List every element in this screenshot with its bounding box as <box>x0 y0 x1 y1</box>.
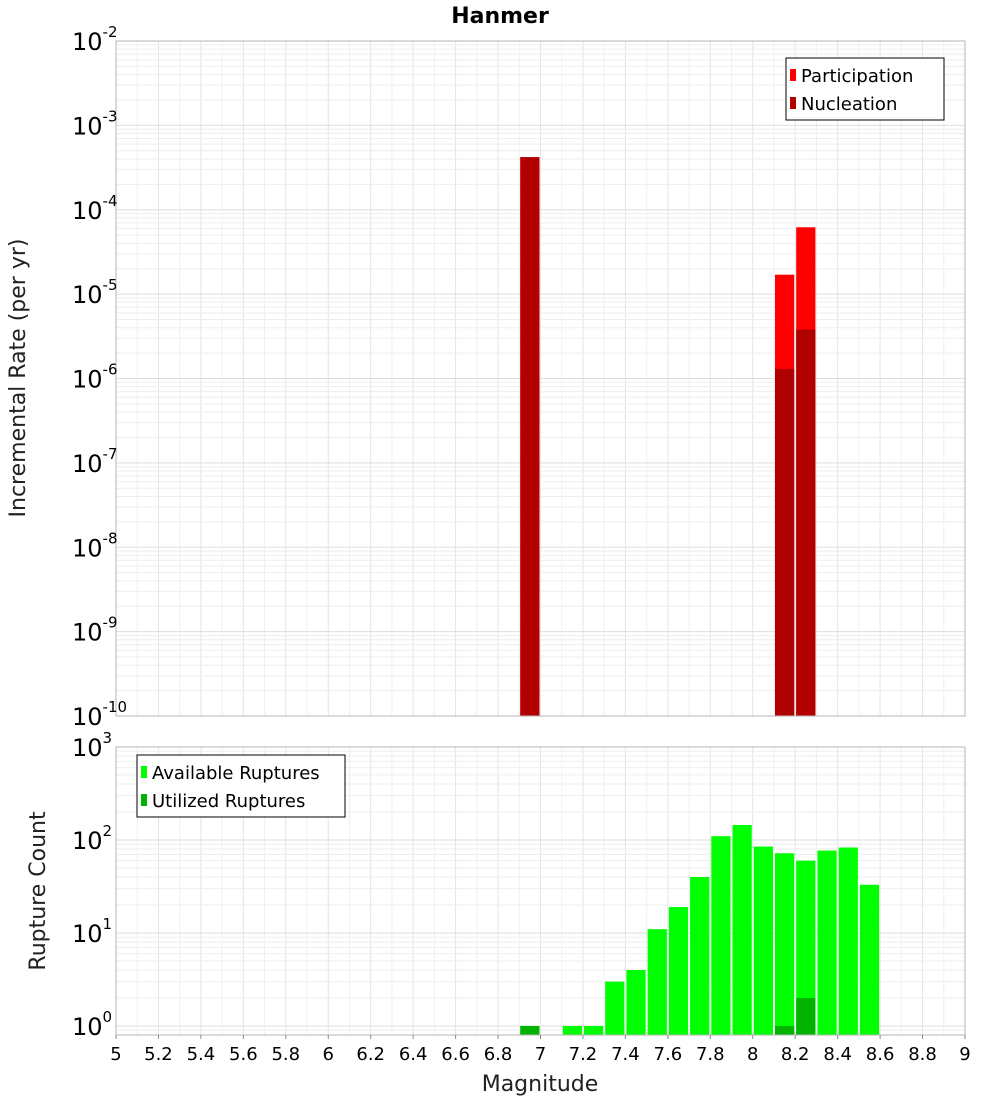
top-bar <box>774 368 795 716</box>
bottom-bar <box>562 1025 582 1035</box>
top-legend-swatch <box>790 69 796 81</box>
top-legend-swatch <box>790 97 796 109</box>
bottom-bar <box>605 981 625 1035</box>
top-y-tick-label: 10-4 <box>72 192 118 225</box>
x-tick-label: 5 <box>110 1044 121 1065</box>
x-tick-label: 6.4 <box>399 1044 428 1065</box>
x-tick-label: 7.8 <box>696 1044 725 1065</box>
bottom-bar <box>711 836 731 1035</box>
bottom-bar <box>583 1025 604 1035</box>
bottom-y-axis-title: Rupture Count <box>26 811 51 971</box>
top-grid <box>115 40 966 717</box>
x-tick-label: 5.4 <box>187 1044 216 1065</box>
x-tick-label: 8.8 <box>908 1044 937 1065</box>
x-tick-label: 6.6 <box>441 1044 470 1065</box>
x-tick-label: 5.2 <box>144 1044 173 1065</box>
x-tick-label: 6.8 <box>484 1044 513 1065</box>
top-plot-frame <box>115 40 966 717</box>
bottom-y-tick-label: 102 <box>72 822 112 855</box>
top-series-nucleation <box>520 157 816 717</box>
x-tick-label: 7.4 <box>611 1044 640 1065</box>
top-bar <box>796 329 816 716</box>
bottom-legend-label: Utilized Ruptures <box>152 791 305 812</box>
x-tick-label: 7.2 <box>569 1044 598 1065</box>
bottom-legend-box <box>136 754 346 818</box>
bottom-bar <box>647 929 667 1035</box>
top-y-tick-label: 10-2 <box>72 23 118 56</box>
x-tick-label: 8.4 <box>823 1044 852 1065</box>
bottom-legend-label: Available Ruptures <box>152 763 320 784</box>
bottom-bar <box>774 1025 795 1035</box>
top-y-tick-label: 10-8 <box>72 529 118 562</box>
top-y-tick-label: 10-9 <box>72 614 118 647</box>
bottom-series-utilized-ruptures <box>520 997 816 1035</box>
top-plot-area: 10-10 10-9 10-8 10-7 10-6 10-5 10-4 10-3 10-2 Par… <box>72 23 966 731</box>
bottom-legend-swatch <box>141 766 147 778</box>
top-legend-box <box>785 57 945 121</box>
x-tick-label: 9 <box>959 1044 970 1065</box>
bottom-bar <box>732 824 752 1035</box>
top-y-tick-label: 10-6 <box>72 361 118 394</box>
x-tick-label: 5.6 <box>229 1044 258 1065</box>
top-y-tick-label: 10-5 <box>72 276 118 309</box>
x-tick-label: 7.6 <box>654 1044 683 1065</box>
bottom-bar <box>817 850 837 1035</box>
x-tick-label: 8.2 <box>781 1044 810 1065</box>
top-y-axis-title: Incremental Rate (per yr) <box>6 239 31 518</box>
bottom-bar <box>838 847 858 1035</box>
x-tick-label: 8.6 <box>866 1044 895 1065</box>
top-bar <box>520 157 540 717</box>
x-tick-label: 7 <box>535 1044 546 1065</box>
bottom-bar <box>753 846 773 1035</box>
x-axis-title: Magnitude <box>482 1072 599 1097</box>
bottom-plot-area: 100 101 102 103 Available Ruptures Utilized R… <box>72 729 971 1065</box>
bottom-bar <box>796 860 816 1035</box>
top-y-tick-label: 10-10 <box>72 698 127 731</box>
bottom-bar <box>690 877 710 1035</box>
top-legend: Participation Nucleation <box>785 57 945 121</box>
x-tick-label: 8 <box>747 1044 758 1065</box>
bottom-bar <box>796 997 816 1035</box>
bottom-bar <box>520 1025 540 1035</box>
top-legend-label: Nucleation <box>801 94 897 115</box>
x-tick-labels: 5 5.2 5.4 5.6 5.8 6 6.2 6.4 6.6 6.8 7 7.2 7.4 7.6 7.8 8… <box>110 1035 971 1065</box>
top-y-tick-label: 10-7 <box>72 445 118 478</box>
x-tick-label: 6 <box>323 1044 334 1065</box>
bottom-bar <box>859 884 880 1035</box>
top-legend-label: Participation <box>801 66 913 87</box>
top-y-tick-label: 10-3 <box>72 107 118 140</box>
x-tick-label: 6.2 <box>356 1044 385 1065</box>
chart-title: Hanmer <box>451 4 549 29</box>
bottom-legend: Available Ruptures Utilized Ruptures <box>136 754 346 818</box>
bottom-y-tick-label: 101 <box>72 915 112 948</box>
bottom-bar <box>626 969 646 1035</box>
bottom-legend-swatch <box>141 794 147 806</box>
bottom-bar <box>668 907 689 1035</box>
bottom-series-available-ruptures <box>520 824 880 1035</box>
bottom-bar <box>774 853 795 1035</box>
x-tick-label: 5.8 <box>271 1044 300 1065</box>
bottom-y-tick-label: 100 <box>72 1008 112 1041</box>
bottom-y-tick-label: 103 <box>72 729 112 762</box>
